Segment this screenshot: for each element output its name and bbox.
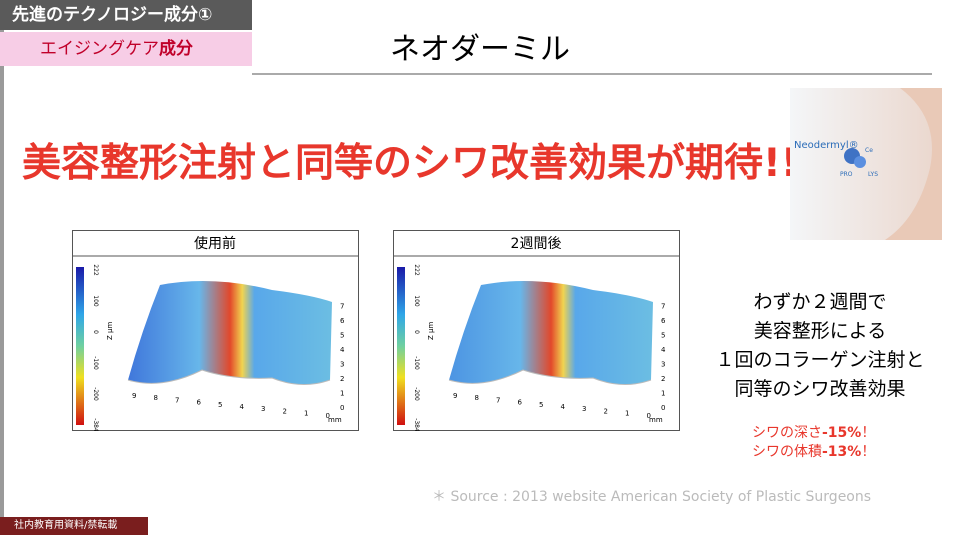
y-tick-label: 1 — [340, 390, 344, 398]
colorbar-tick-label: -200 — [413, 387, 420, 401]
colorbar-tick-label: 100 — [92, 295, 99, 307]
section-tag: 先進のテクノロジー成分① — [0, 0, 252, 30]
colorbar-tick-label: 0 — [413, 330, 420, 334]
x-tick-label: 2 — [283, 407, 287, 415]
result-mark: ！ — [861, 425, 876, 441]
summary-line: 美容整形による — [753, 320, 887, 342]
colorbar-tick-label: -100 — [92, 356, 99, 370]
x-tick-label: 4 — [561, 403, 566, 411]
result-value: -13% — [822, 444, 862, 460]
x-tick-label: 2 — [604, 407, 608, 415]
result: シワの体積-13%！ — [752, 443, 875, 462]
z-axis-label: Z µm — [427, 322, 435, 340]
panel-title: 2週間後 — [511, 236, 562, 252]
y-tick-label: 0 — [340, 404, 344, 412]
surface — [128, 281, 332, 385]
x-tick-label: 0 — [647, 412, 651, 420]
x-tick-label: 7 — [496, 396, 500, 404]
x-tick-label: 9 — [453, 392, 457, 400]
x-tick-label: 5 — [539, 401, 543, 409]
x-tick-label: 9 — [132, 392, 136, 400]
subtag-emphasis: 成分 — [159, 39, 193, 59]
y-tick-label: 2 — [340, 375, 344, 383]
molecule-label: Ce — [865, 147, 873, 154]
x-tick-label: 6 — [518, 399, 523, 407]
colorbar-tick-label: -384 — [92, 418, 99, 431]
y-tick-label: 1 — [661, 390, 665, 398]
x-tick-label: 6 — [197, 399, 202, 407]
molecule-label: PRO — [840, 171, 853, 178]
y-tick-label: 7 — [661, 303, 665, 311]
x-tick-label: 1 — [625, 410, 629, 418]
x-tick-label: 1 — [304, 410, 308, 418]
y-tick-label: 3 — [661, 361, 665, 369]
brand: Neodermyl® — [794, 140, 859, 151]
surface-edge — [448, 369, 652, 385]
surface-edge — [127, 369, 331, 385]
colorbar-tick-label: -200 — [92, 387, 99, 401]
x-tick-label: 3 — [582, 405, 586, 413]
product-image: Neodermyl® Ce PRO LYS — [790, 88, 942, 240]
footer: 社内教育用資料/禁転載 — [0, 517, 148, 535]
y-tick-label: 5 — [340, 332, 344, 340]
summary: わずか２週間で 美容整形による １回のコラーゲン注射と 同等のシワ改善効果 — [690, 288, 950, 404]
y-tick-label: 5 — [661, 332, 665, 340]
slide-title: ネオダーミル — [390, 32, 570, 67]
x-tick-label: 8 — [475, 394, 479, 402]
summary-line: 同等のシワ改善効果 — [734, 378, 906, 400]
x-tick-label: 7 — [175, 396, 179, 404]
result-label: シワの深さ — [752, 425, 822, 441]
results: シワの深さ-15%！ シワの体積-13%！ — [752, 424, 875, 462]
y-tick-label: 7 — [340, 303, 344, 311]
x-tick-label: 3 — [261, 405, 265, 413]
colorbar-tick-label: 100 — [413, 295, 420, 307]
y-tick-label: 0 — [661, 404, 665, 412]
summary-line: わずか２週間で — [753, 291, 887, 313]
result-label: シワの体積 — [752, 444, 822, 460]
x-tick-label: 5 — [218, 401, 222, 409]
y-tick-label: 4 — [661, 346, 666, 354]
x-tick-label: 4 — [240, 403, 245, 411]
result-value: -15% — [822, 425, 862, 441]
source: ＊ Source : 2013 website American Society… — [432, 489, 872, 505]
x-tick-label: 0 — [326, 412, 330, 420]
colorbar-tick-label: -384 — [413, 418, 420, 431]
colorbar-tick-label: 222 — [413, 264, 420, 276]
y-tick-label: 6 — [661, 317, 666, 325]
result-mark: ！ — [861, 444, 876, 460]
colorbar-tick-label: 222 — [92, 264, 99, 276]
summary-line: １回のコラーゲン注射と — [715, 349, 925, 371]
colorbar — [397, 267, 405, 425]
title-rule — [252, 73, 932, 75]
left-bar — [0, 0, 4, 535]
x-unit: mm — [328, 416, 342, 424]
z-axis-label: Z µm — [106, 322, 114, 340]
subtag: エイジングケア成分 — [0, 32, 252, 66]
subtag-text: エイジングケア — [40, 39, 159, 59]
colorbar-tick-label: -100 — [413, 356, 420, 370]
colorbar-tick-label: 0 — [92, 330, 99, 334]
y-tick-label: 3 — [340, 361, 344, 369]
surface — [449, 281, 653, 385]
y-tick-label: 2 — [661, 375, 665, 383]
result: シワの深さ-15%！ — [752, 424, 875, 443]
colorbar — [76, 267, 84, 425]
panel-title: 使用前 — [194, 235, 236, 252]
x-unit: mm — [649, 416, 663, 424]
x-tick-label: 8 — [154, 394, 158, 402]
y-tick-label: 6 — [340, 317, 345, 325]
y-tick-label: 4 — [340, 346, 345, 354]
molecule-label: LYS — [868, 171, 878, 178]
headline: 美容整形注射と同等のシワ改善効果が期待!! — [22, 141, 799, 186]
